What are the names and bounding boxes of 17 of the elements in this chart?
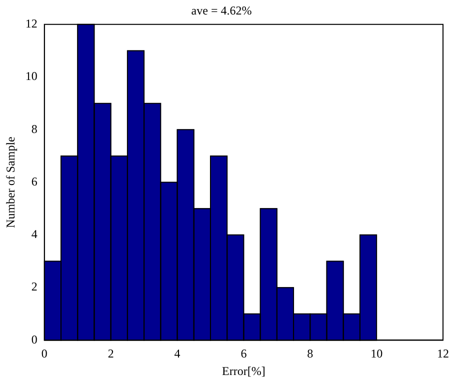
y-tick-label: 8 xyxy=(31,122,38,136)
x-tick-label: 10 xyxy=(370,346,383,361)
x-tick-label: 12 xyxy=(437,346,449,361)
y-tick-label: 12 xyxy=(25,16,38,31)
y-tick-label: 4 xyxy=(31,227,38,242)
y-tick-label: 2 xyxy=(31,280,38,294)
x-axis-title: Error[%] xyxy=(222,364,266,378)
x-tick-label: 4 xyxy=(174,346,180,361)
y-tick-label: 6 xyxy=(31,174,38,188)
x-tick-label: 0 xyxy=(41,346,48,361)
x-tick-label: 8 xyxy=(307,346,314,361)
y-axis-title: Number of Sample xyxy=(3,136,18,228)
y-tick-label: 0 xyxy=(31,332,38,346)
y-tick-label: 10 xyxy=(25,69,38,84)
x-tick-label: 6 xyxy=(240,346,247,361)
chart-title: ave = 4.62% xyxy=(191,3,252,18)
x-tick-label: 2 xyxy=(108,346,114,361)
